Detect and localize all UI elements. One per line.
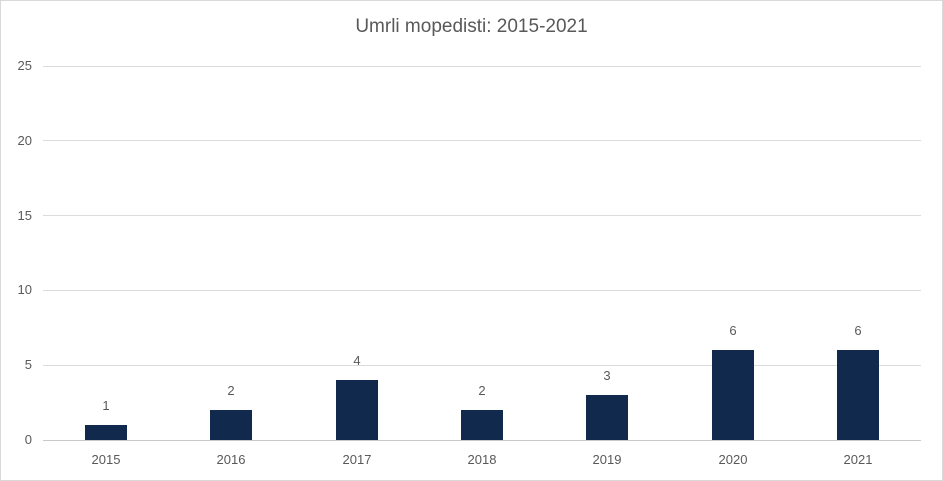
x-tick-label-2018: 2018 xyxy=(467,452,497,467)
chart-title: Umrli mopedisti: 2015-2021 xyxy=(355,16,588,37)
y-tick-label-15: 15 xyxy=(17,207,32,223)
data-label-2020: 6 xyxy=(729,323,737,338)
x-tick-label-2021: 2021 xyxy=(843,452,873,467)
data-label-2015: 1 xyxy=(102,398,110,413)
y-tick-label-0: 0 xyxy=(24,432,32,447)
bar-2017 xyxy=(336,380,378,440)
y-tick-label-25: 25 xyxy=(17,58,32,73)
data-label-2019: 3 xyxy=(603,368,611,383)
x-tick-label-2017: 2017 xyxy=(342,452,372,467)
x-tick-label-2020: 2020 xyxy=(718,452,748,467)
y-tick-label-5: 5 xyxy=(24,357,32,373)
gridline-25 xyxy=(43,65,921,67)
bar-2021 xyxy=(837,350,879,440)
y-tick-label-10: 10 xyxy=(17,282,32,298)
gridline-5 xyxy=(43,364,921,366)
gridline-20 xyxy=(43,140,921,142)
data-label-2018: 2 xyxy=(478,383,486,398)
bar-2016 xyxy=(210,410,252,440)
x-tick-label-2015: 2015 xyxy=(91,452,121,467)
data-label-2021: 6 xyxy=(854,323,862,338)
x-axis-line xyxy=(43,439,921,441)
bar-2019 xyxy=(586,395,628,440)
bar-2015 xyxy=(85,425,127,440)
x-tick-label-2019: 2019 xyxy=(592,452,622,467)
x-tick-label-2016: 2016 xyxy=(216,452,246,467)
bar-2020 xyxy=(712,350,754,440)
data-label-2016: 2 xyxy=(227,383,235,398)
data-label-2017: 4 xyxy=(353,353,361,368)
bar-2018 xyxy=(461,410,503,440)
gridline-15 xyxy=(43,215,921,217)
gridline-10 xyxy=(43,289,921,291)
y-tick-label-20: 20 xyxy=(17,132,32,148)
